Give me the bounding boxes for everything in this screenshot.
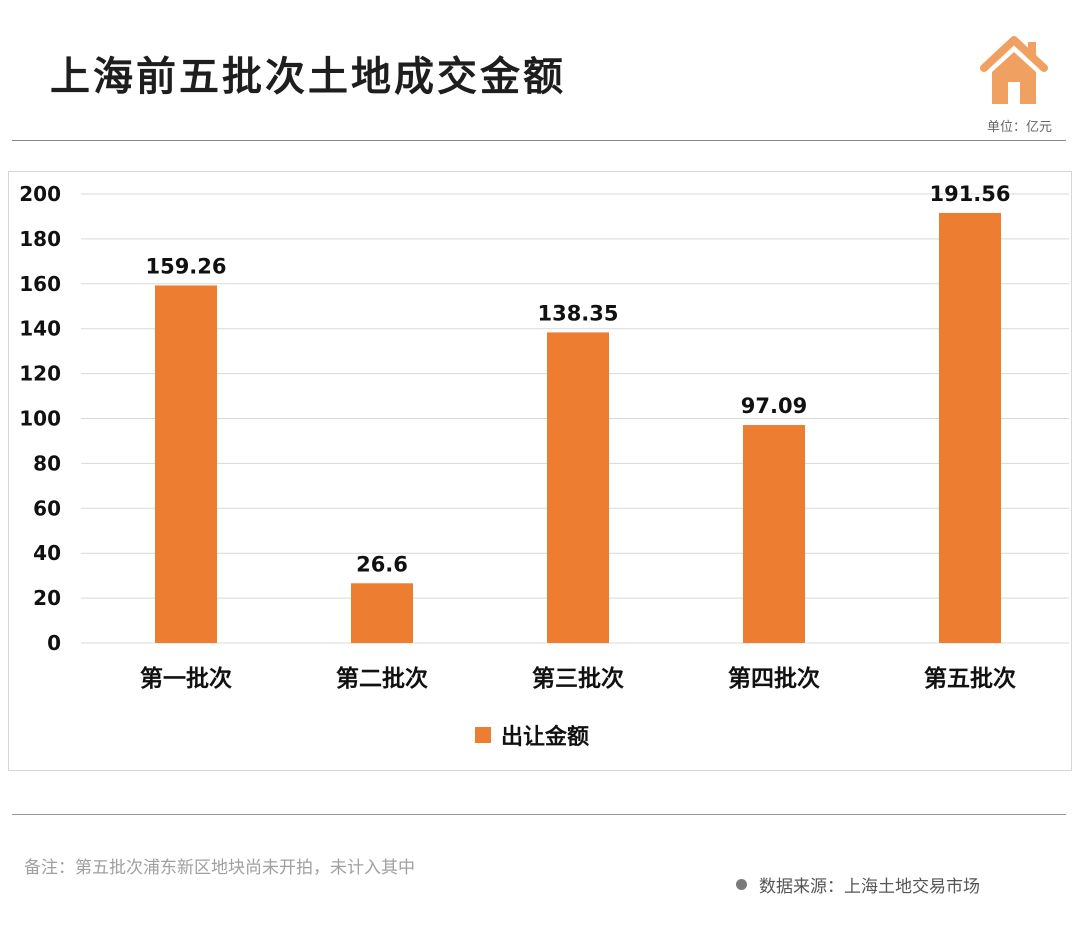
x-tick-label: 第三批次 — [532, 665, 624, 692]
bar — [155, 285, 217, 643]
footnote: 备注：第五批次浦东新区地块尚未开拍，未计入其中 — [24, 858, 415, 878]
data-label: 97.09 — [741, 394, 807, 418]
header-divider — [12, 140, 1066, 141]
legend-label: 出让金额 — [501, 724, 589, 750]
source-text: 数据来源：上海土地交易市场 — [759, 877, 980, 897]
bar — [547, 332, 609, 643]
y-tick-label: 60 — [33, 496, 61, 520]
y-tick-label: 160 — [19, 272, 61, 296]
y-tick-label: 180 — [19, 227, 61, 251]
source-line: 数据来源：上海土地交易市场 — [736, 872, 980, 897]
y-tick-label: 80 — [33, 451, 61, 475]
y-tick-label: 20 — [33, 586, 61, 610]
chart-frame: 0 20 40 60 80 100 120 140 160 180 200 159.26 第一批次 26.… — [8, 171, 1072, 771]
bar — [743, 425, 805, 643]
bar-chart: 0 20 40 60 80 100 120 140 160 180 200 159.26 第一批次 26.… — [19, 182, 1069, 750]
y-tick-label: 100 — [19, 407, 61, 431]
bar — [351, 583, 413, 643]
footer-divider — [12, 814, 1066, 815]
data-label: 26.6 — [356, 552, 408, 576]
legend-swatch — [475, 727, 491, 743]
house-icon — [980, 36, 1048, 104]
bar — [939, 212, 1001, 643]
data-label: 191.56 — [929, 182, 1010, 206]
y-tick-label: 140 — [19, 317, 61, 341]
y-tick-label: 200 — [19, 182, 61, 206]
x-tick-label: 第二批次 — [336, 665, 428, 692]
data-label: 159.26 — [145, 254, 226, 278]
y-tick-label: 40 — [33, 541, 61, 565]
page-title: 上海前五批次土地成交金额 — [50, 54, 566, 100]
x-tick-label: 第一批次 — [140, 665, 232, 692]
x-tick-label: 第四批次 — [728, 665, 820, 692]
data-label: 138.35 — [537, 301, 618, 325]
unit-label: 单位：亿元 — [986, 120, 1052, 135]
y-tick-label: 120 — [19, 362, 61, 386]
bullet-icon — [736, 879, 747, 890]
x-tick-label: 第五批次 — [924, 665, 1016, 692]
y-tick-label: 0 — [47, 631, 61, 655]
